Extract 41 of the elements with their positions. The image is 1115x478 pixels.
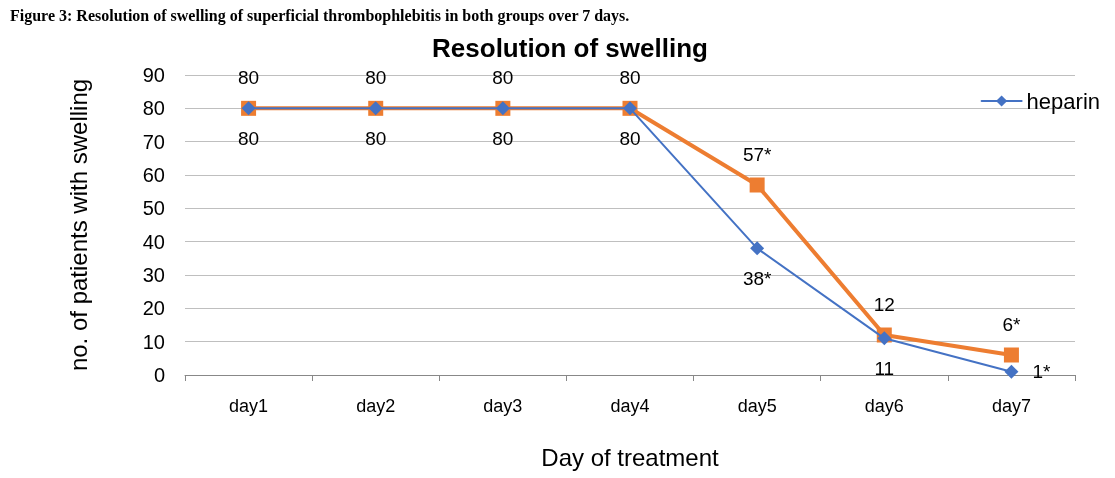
data-label: 11 xyxy=(874,358,895,380)
x-tick-label: day2 xyxy=(356,396,396,416)
x-tick-label: day7 xyxy=(991,396,1031,416)
caption: Figure 3: Resolution of swelling of superficial thrombophlebitis in both groups over 7 days. xyxy=(10,6,630,25)
x-tick-label: day1 xyxy=(229,396,269,416)
y-tick-label: 60 xyxy=(142,164,165,186)
data-label: 80 xyxy=(619,66,641,88)
data-label: 80 xyxy=(238,128,260,150)
data-label: 38* xyxy=(742,268,773,290)
y-axis-title: no. of patients with swelling xyxy=(64,78,92,372)
y-tick-label: 30 xyxy=(142,264,165,286)
y-tick-label: 10 xyxy=(142,330,165,353)
data-label: 80 xyxy=(365,66,387,88)
y-tick-label: 40 xyxy=(142,230,165,253)
x-tick-label: day5 xyxy=(737,396,777,416)
point xyxy=(1004,364,1019,379)
y-tick-label: 70 xyxy=(142,130,165,153)
data-label: 6* xyxy=(1002,313,1022,335)
x-axis-title: Day of treatment xyxy=(541,443,720,471)
data-label: 12 xyxy=(873,293,895,315)
data-label: 57* xyxy=(742,143,773,165)
x-tick-label: day4 xyxy=(610,396,650,416)
data-label: 80 xyxy=(238,66,260,88)
point xyxy=(877,331,892,346)
point xyxy=(750,241,765,256)
data-label: 1* xyxy=(1032,361,1051,383)
x-tick-label: day6 xyxy=(864,396,904,416)
x-tick-label: day3 xyxy=(483,396,523,416)
point xyxy=(1003,347,1019,363)
y-tick-label: 80 xyxy=(142,97,165,120)
y-tick-label: 20 xyxy=(142,297,165,320)
chart-title: Resolution of swelling xyxy=(432,33,708,63)
y-tick-label: 50 xyxy=(142,197,165,220)
y-tick-label: 0 xyxy=(153,364,165,386)
point xyxy=(749,177,765,193)
data-label: 80 xyxy=(492,66,514,88)
y-tick-label: 90 xyxy=(142,64,165,86)
data-label: 80 xyxy=(492,128,514,150)
data-label: 80 xyxy=(365,128,387,150)
data-label: 80 xyxy=(619,128,641,150)
legend-label: heparin xyxy=(1026,88,1100,114)
